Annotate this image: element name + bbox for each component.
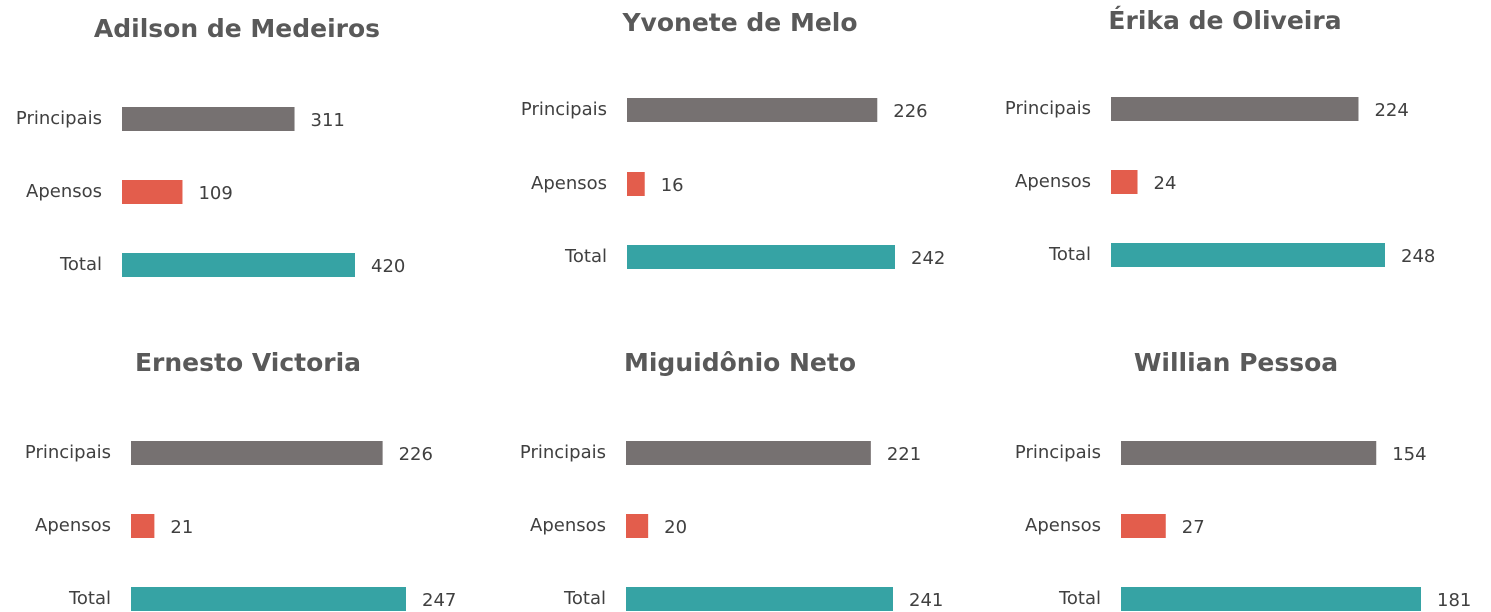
bar bbox=[1111, 97, 1359, 121]
bar bbox=[1121, 587, 1421, 611]
value-label: 420 bbox=[371, 256, 405, 277]
value-label: 20 bbox=[664, 517, 687, 538]
bar bbox=[131, 441, 383, 465]
value-label: 27 bbox=[1182, 517, 1205, 538]
bar bbox=[131, 587, 406, 611]
value-label: 226 bbox=[893, 101, 927, 122]
category-label: Total bbox=[564, 246, 607, 267]
value-label: 16 bbox=[661, 175, 684, 196]
bar bbox=[626, 441, 871, 465]
category-label: Apensos bbox=[1025, 515, 1101, 536]
chart-title: Miguidônio Neto bbox=[624, 348, 856, 377]
bar bbox=[122, 253, 355, 277]
value-label: 109 bbox=[198, 183, 232, 204]
bar bbox=[131, 514, 155, 538]
category-label: Principais bbox=[25, 442, 111, 463]
chart-title: Ernesto Victoria bbox=[135, 348, 361, 377]
category-label: Principais bbox=[1015, 442, 1101, 463]
category-label: Total bbox=[1058, 588, 1101, 609]
category-label: Apensos bbox=[35, 515, 111, 536]
value-label: 21 bbox=[170, 517, 193, 538]
bar bbox=[627, 98, 878, 122]
value-label: 154 bbox=[1392, 444, 1426, 465]
bar bbox=[122, 107, 295, 131]
value-label: 224 bbox=[1374, 100, 1408, 121]
category-label: Total bbox=[68, 588, 111, 609]
value-label: 241 bbox=[909, 590, 943, 611]
bar bbox=[626, 587, 893, 611]
value-label: 311 bbox=[311, 110, 345, 131]
category-label: Apensos bbox=[530, 515, 606, 536]
bar bbox=[1111, 170, 1138, 194]
chart-title: Adilson de Medeiros bbox=[94, 14, 380, 43]
category-label: Apensos bbox=[531, 173, 607, 194]
value-label: 221 bbox=[887, 444, 921, 465]
bar bbox=[627, 172, 645, 196]
bar bbox=[1121, 441, 1377, 465]
bar bbox=[1121, 514, 1166, 538]
chart-title: Willian Pessoa bbox=[1134, 348, 1338, 377]
category-label: Total bbox=[1048, 244, 1091, 265]
category-label: Total bbox=[59, 254, 102, 275]
category-label: Principais bbox=[521, 99, 607, 120]
chart-title: Érika de Oliveira bbox=[1108, 6, 1341, 35]
value-label: 24 bbox=[1154, 173, 1177, 194]
value-label: 226 bbox=[399, 444, 433, 465]
bar bbox=[1111, 243, 1385, 267]
value-label: 181 bbox=[1437, 590, 1471, 611]
chart-title: Yvonete de Melo bbox=[621, 8, 857, 37]
value-label: 247 bbox=[422, 590, 456, 611]
category-label: Total bbox=[563, 588, 606, 609]
category-label: Principais bbox=[1005, 98, 1091, 119]
bar bbox=[122, 180, 183, 204]
bar bbox=[627, 245, 895, 269]
category-label: Apensos bbox=[1015, 171, 1091, 192]
category-label: Principais bbox=[520, 442, 606, 463]
category-label: Apensos bbox=[26, 181, 102, 202]
bar bbox=[626, 514, 649, 538]
value-label: 248 bbox=[1401, 246, 1435, 267]
value-label: 242 bbox=[911, 248, 945, 269]
category-label: Principais bbox=[16, 108, 102, 129]
